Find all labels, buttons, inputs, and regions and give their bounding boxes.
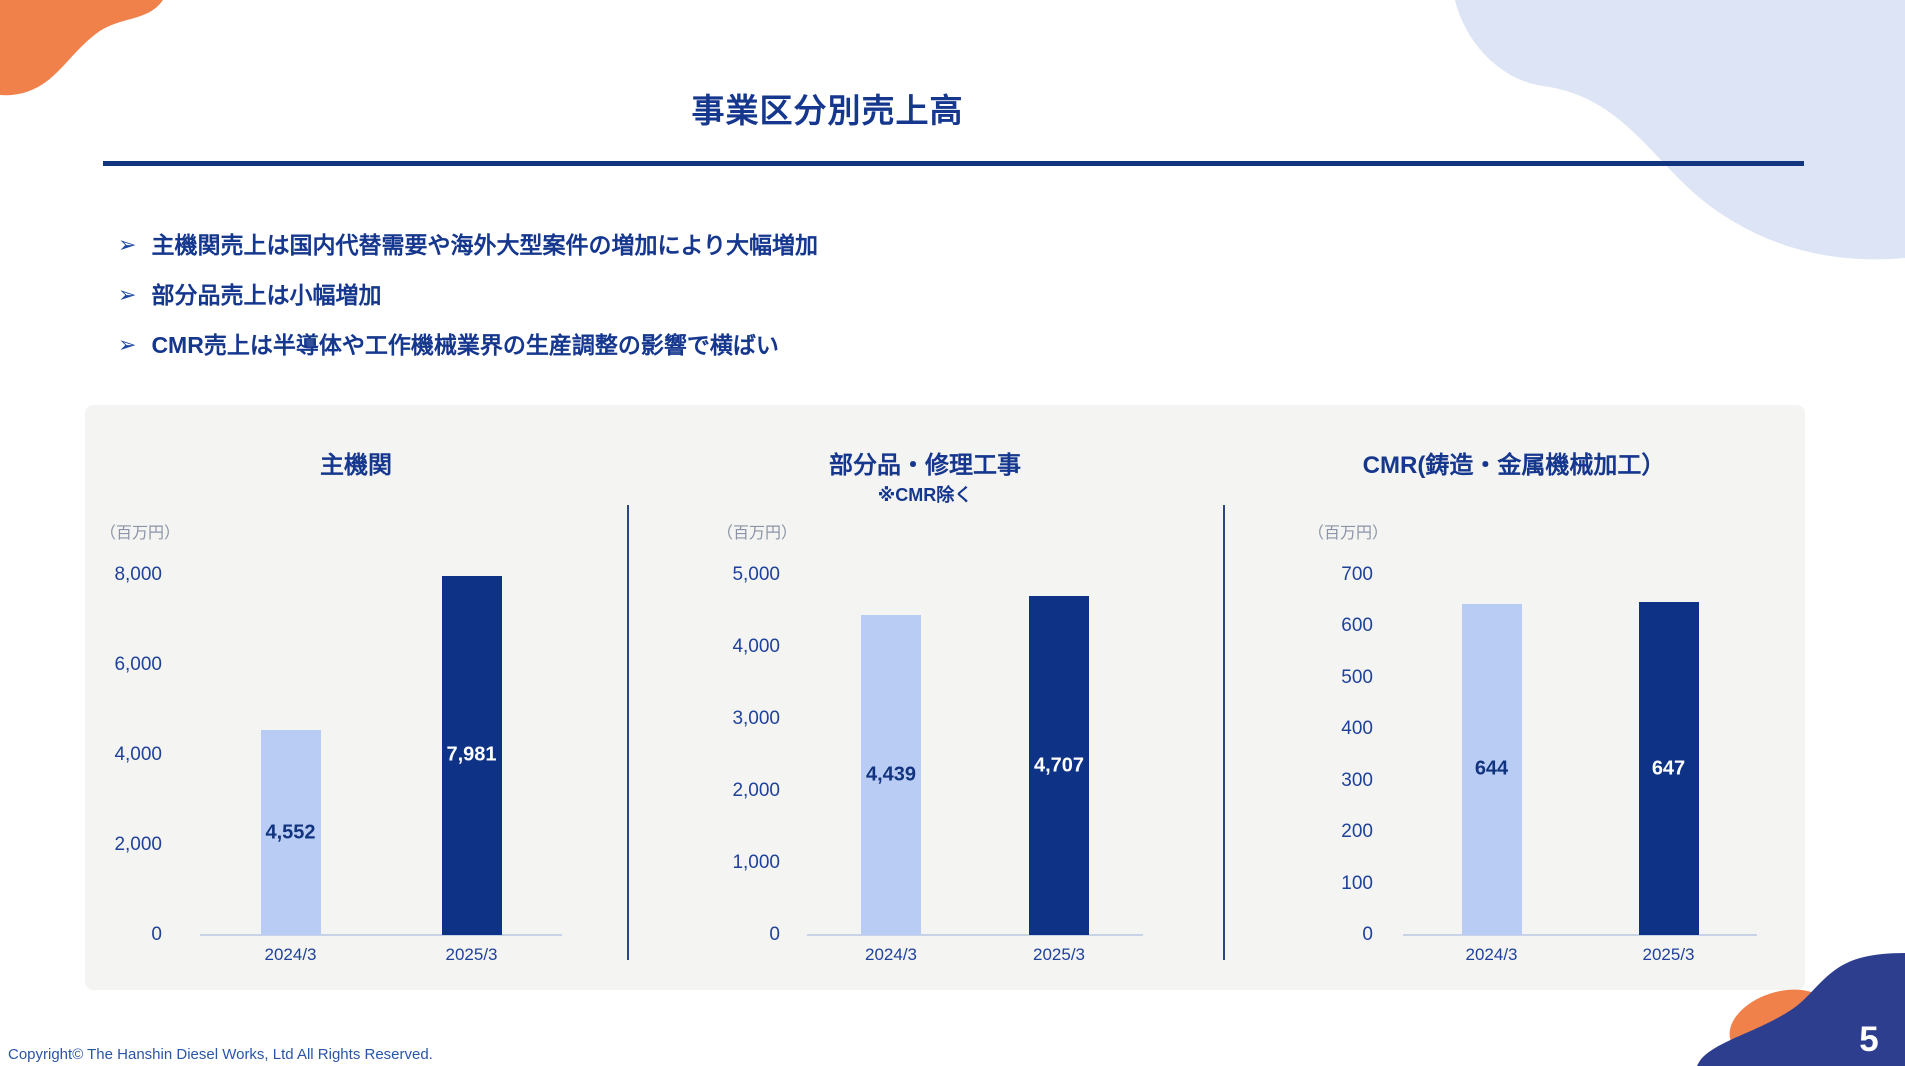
- bar-slot: 4,707: [975, 575, 1143, 935]
- x-axis-category-label: 2024/3: [264, 945, 317, 964]
- x-axis-labels: 2024/3 2025/3: [807, 945, 1143, 965]
- charts-panel: 主機関 （百万円） 8,000 6,000 4,000 2,000 0 4,552 7,9…: [85, 405, 1805, 990]
- x-axis-category-label: 2025/3: [1033, 945, 1085, 964]
- bars: 644 647: [1403, 575, 1757, 935]
- bullet-text: 部分品売上は小幅増加: [151, 282, 382, 308]
- y-axis-tick-label: 400: [1341, 718, 1373, 740]
- bar-2024/3: 4,439: [861, 615, 921, 935]
- plot-row: 5,000 4,000 3,000 2,000 1,000 0 4,439 4,707 20…: [717, 564, 1143, 964]
- unit-label: （百万円）: [1308, 525, 1389, 542]
- title-underline: [103, 161, 1804, 166]
- y-axis-tick-label: 500: [1341, 666, 1373, 688]
- x-axis-labels: 2024/3 2025/3: [1403, 945, 1757, 965]
- y-axis-tick-label: 600: [1341, 615, 1373, 637]
- bullet-list: ➢ 主機関売上は国内代替需要や海外大型案件の増加により大幅増加 ➢ 部分品売上は…: [118, 231, 818, 381]
- chart-divider: [627, 505, 629, 960]
- x-axis-line: [200, 934, 562, 936]
- bar-value-label: 4,707: [1033, 754, 1085, 777]
- bullet-arrow-icon: ➢: [118, 332, 137, 357]
- y-axis-tick-label: 8,000: [114, 564, 162, 585]
- bar-slot: 4,552: [200, 575, 381, 935]
- bars: 4,439 4,707: [807, 575, 1143, 935]
- plot-area: 4,552 7,981 2024/3 2025/3: [200, 575, 562, 964]
- x-axis-category-label: 2025/3: [445, 945, 498, 964]
- y-axis-tick-label: 4,000: [114, 744, 162, 765]
- y-axis-tick-label: 700: [1341, 564, 1373, 585]
- y-axis-tick-label: 1,000: [732, 852, 780, 873]
- bar-2024/3: 4,552: [260, 730, 321, 935]
- y-axis-tick-label: 2,000: [732, 780, 780, 801]
- bar-2024/3: 644: [1461, 603, 1522, 935]
- bar-slot: 647: [1580, 575, 1757, 935]
- bar-2025/3: 7,981: [441, 575, 502, 935]
- chart-title: CMR(鋳造・金属機械加工）: [1362, 452, 1666, 479]
- plot-area: 4,439 4,707 2024/3 2025/3: [807, 575, 1143, 964]
- plot-row: 700 600 500 400 300 200 100 0 644 647 2024/3 2025…: [1308, 564, 1757, 964]
- y-axis-tick-label: 4,000: [732, 636, 780, 657]
- bar-value-label: 647: [1651, 757, 1686, 780]
- bars: 4,552 7,981: [200, 575, 562, 935]
- x-axis-line: [807, 934, 1143, 936]
- chart-title: 主機関: [320, 452, 392, 479]
- y-axis-tick-label: 6,000: [114, 654, 162, 675]
- unit-label: （百万円）: [100, 525, 181, 542]
- y-axis-tick-label: 0: [769, 924, 780, 945]
- y-axis-tick-label: 0: [151, 924, 162, 945]
- bar-2025/3: 4,707: [1029, 596, 1089, 935]
- y-axis-tick-label: 300: [1341, 769, 1373, 791]
- bar-value-label: 4,552: [265, 821, 316, 844]
- bullet-arrow-icon: ➢: [118, 282, 137, 307]
- x-axis-labels: 2024/3 2025/3: [200, 945, 562, 965]
- chart-main-engines: 主機関 （百万円） 8,000 6,000 4,000 2,000 0 4,552 7,9…: [85, 405, 627, 990]
- bar-2025/3: 647: [1638, 602, 1699, 935]
- y-axis-tick-label: 5,000: [732, 564, 780, 585]
- y-axis: 5,000 4,000 3,000 2,000 1,000 0: [717, 563, 807, 947]
- bar-value-label: 4,439: [865, 763, 917, 786]
- chart-divider: [1223, 505, 1225, 960]
- bullet-text: CMR売上は半導体や工作機械業界の生産調整の影響で横ばい: [151, 332, 779, 358]
- bar-value-label: 7,981: [446, 743, 497, 766]
- bar-slot: 644: [1403, 575, 1580, 935]
- plot-area: 644 647 2024/3 2025/3: [1403, 575, 1757, 964]
- bullet-arrow-icon: ➢: [118, 232, 137, 257]
- x-axis-category-label: 2024/3: [1465, 945, 1518, 964]
- bar-value-label: 644: [1474, 757, 1509, 780]
- x-axis-line: [1403, 934, 1757, 936]
- page-title: 事業区分別売上高: [691, 92, 964, 129]
- bar-slot: 7,981: [381, 575, 562, 935]
- chart-title: 部分品・修理工事: [829, 452, 1021, 479]
- bullet-text: 主機関売上は国内代替需要や海外大型案件の増加により大幅増加: [151, 232, 818, 258]
- decor-orange-blob-top-left: [0, 0, 163, 96]
- plot-row: 8,000 6,000 4,000 2,000 0 4,552 7,981 2024/3 2…: [100, 564, 562, 964]
- y-axis-tick-label: 2,000: [114, 834, 162, 855]
- chart-subtitle: ※CMR除く: [877, 485, 973, 505]
- bullet-item: ➢ 部分品売上は小幅増加: [118, 281, 818, 309]
- y-axis-tick-label: 100: [1341, 872, 1373, 894]
- bullet-item: ➢ CMR売上は半導体や工作機械業界の生産調整の影響で横ばい: [118, 331, 818, 359]
- y-axis-tick-label: 200: [1341, 821, 1373, 843]
- y-axis: 700 600 500 400 300 200 100 0: [1308, 563, 1403, 947]
- x-axis-category-label: 2024/3: [865, 945, 917, 964]
- unit-label: （百万円）: [717, 525, 798, 542]
- decor-navy-blob-bottom-right: [1697, 953, 1905, 1066]
- y-axis-tick-label: 3,000: [732, 708, 780, 729]
- chart-cmr: CMR(鋳造・金属機械加工） （百万円） 700 600 500 400 300 200 1…: [1223, 405, 1805, 990]
- y-axis: 8,000 6,000 4,000 2,000 0: [100, 563, 200, 947]
- decor-lavender-blob-top-right: [1455, 0, 1905, 260]
- bullet-item: ➢ 主機関売上は国内代替需要や海外大型案件の増加により大幅増加: [118, 231, 818, 259]
- bar-slot: 4,439: [807, 575, 975, 935]
- y-axis-tick-label: 0: [1362, 923, 1373, 945]
- chart-parts-repair: 部分品・修理工事 ※CMR除く （百万円） 5,000 4,000 3,000 2,0…: [627, 405, 1223, 990]
- x-axis-category-label: 2025/3: [1642, 945, 1695, 964]
- copyright-text: Copyright© The Hanshin Diesel Works, Ltd…: [8, 1046, 433, 1063]
- page-number: 5: [1859, 1020, 1879, 1059]
